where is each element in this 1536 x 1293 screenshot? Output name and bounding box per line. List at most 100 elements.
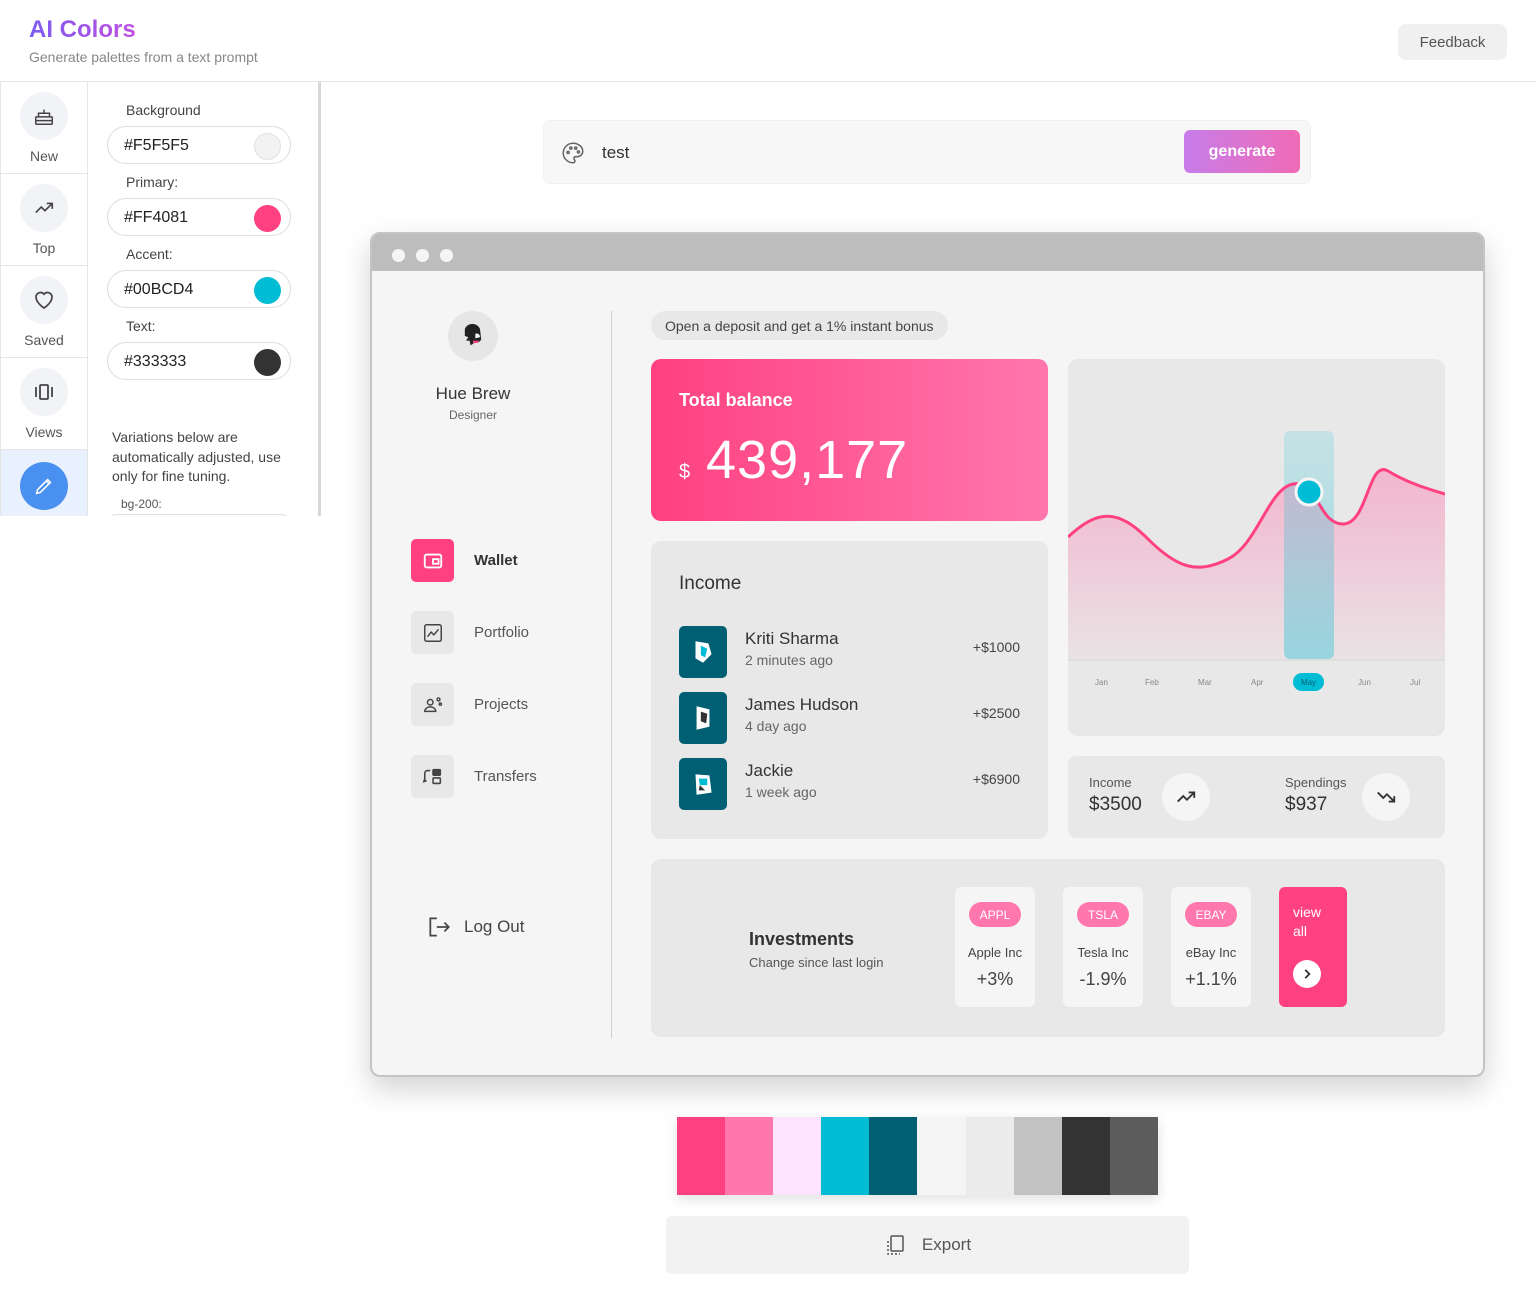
investments-title: Investments [749,929,855,949]
nav-item-views[interactable]: Views [1,358,87,450]
wave-chart [1068,431,1445,661]
stock-card[interactable]: APPL Apple Inc +3% [955,887,1035,1007]
logout-icon [429,917,450,937]
stock-change: -1.9% [1079,969,1127,989]
palette-swatch[interactable] [1013,1117,1062,1195]
nav-item-saved[interactable]: Saved [1,266,87,358]
income-row[interactable]: James Hudson 4 day ago +$2500 [679,692,1020,744]
primary-field[interactable]: #FF4081 [107,198,291,236]
app-subtitle: Generate palettes from a text prompt [29,49,258,65]
month-label: Mar [1198,678,1212,687]
income-card: Income Kriti Sharma 2 minutes ago +$1000… [651,541,1048,839]
view-all-button[interactable]: view all [1279,887,1347,1007]
nav-item-label: Views [25,424,63,440]
export-label: Export [921,1235,972,1254]
stock-card[interactable]: EBAY eBay Inc +1.1% [1171,887,1251,1007]
chevron-right-icon [1293,960,1321,988]
cake-icon [20,92,68,140]
income-time: 1 week ago [745,784,817,800]
accent-swatch[interactable] [254,277,281,304]
menu-item-label: Wallet [474,552,518,569]
palette-swatch[interactable] [965,1117,1014,1195]
nav-item-label: Saved [24,332,64,348]
prompt-input[interactable]: test [602,143,630,162]
income-name: Jackie [745,761,794,780]
income-stat-value: $3500 [1089,794,1142,815]
palette-icon [560,140,586,171]
primary-swatch[interactable] [254,205,281,232]
palette-swatch[interactable] [869,1117,918,1195]
palette-swatch[interactable] [725,1117,774,1195]
accent-field[interactable]: #00BCD4 [107,270,291,308]
palette-swatch[interactable] [773,1117,822,1195]
month-label: Jun [1358,678,1371,687]
chart-point[interactable] [1294,477,1324,507]
income-row[interactable]: Kriti Sharma 2 minutes ago +$1000 [679,626,1020,678]
nav-item-edit[interactable] [1,450,87,516]
generate-button[interactable]: generate [1184,130,1300,173]
export-button[interactable]: Export [666,1216,1189,1274]
income-title: Income [679,573,742,594]
nav-item-new[interactable]: New [1,82,87,174]
palette-swatch[interactable] [677,1117,726,1195]
investments-subtitle: Change since last login [749,955,884,970]
stock-change: +3% [976,969,1014,989]
bg200-field[interactable] [107,514,291,516]
background-value: #F5F5F5 [124,137,189,154]
spendings-stat-label: Spendings [1285,775,1347,790]
background-label: Background [126,102,201,118]
text-field[interactable]: #333333 [107,342,291,380]
month-label: Feb [1145,678,1159,687]
menu-item-label: Portfolio [474,624,530,641]
trending-up-icon[interactable] [1162,773,1210,821]
heart-icon [20,276,68,324]
feedback-button[interactable]: Feedback [1398,24,1507,60]
text-swatch[interactable] [254,349,281,376]
nav-item-top[interactable]: Top [1,174,87,266]
menu-item-projects[interactable]: Projects [411,683,528,726]
team-icon [411,683,454,726]
balance-card: Total balance $ 439,177 [651,359,1048,521]
palette-swatch[interactable] [821,1117,870,1195]
background-field[interactable]: #F5F5F5 [107,126,291,164]
palette-swatch[interactable] [1061,1117,1110,1195]
income-stat-label: Income [1089,775,1132,790]
menu-item-wallet[interactable]: Wallet [411,539,518,582]
nav-item-label: Top [32,240,56,256]
chart-area [1068,469,1445,659]
logout-button[interactable]: Log Out [426,914,525,940]
menu-item-transfers[interactable]: Transfers [411,755,537,798]
stats-card: Income $3500 Spendings $937 [1068,756,1445,838]
income-amount: +$2500 [972,705,1020,721]
balance-title: Total balance [679,390,793,410]
menu-item-portfolio[interactable]: Portfolio [411,611,529,654]
view-all-label: view all [1293,904,1322,939]
trending-down-icon[interactable] [1362,773,1410,821]
stock-ticker: TSLA [1077,902,1129,927]
app-header: AI Colors Generate palettes from a text … [0,0,1536,82]
trending-up-icon [20,184,68,232]
preview-window: Hue Brew Designer Wallet Portfolio Proje… [370,232,1485,1077]
promo-pill[interactable]: Open a deposit and get a 1% instant bonu… [651,311,948,340]
month-label-selected[interactable]: May [1293,673,1324,691]
stock-card[interactable]: TSLA Tesla Inc -1.9% [1063,887,1143,1007]
palette-swatch[interactable] [1109,1117,1158,1195]
text-value: #333333 [124,353,187,370]
income-time: 2 minutes ago [745,652,833,668]
export-icon [887,1235,904,1255]
investments-card: Investments Change since last login APPL… [651,859,1445,1037]
primary-value: #FF4081 [124,209,189,226]
stock-company: Apple Inc [967,945,1023,960]
prompt-bar: test generate [543,120,1311,184]
transfer-icon [411,755,454,798]
month-label: Jul [1410,678,1421,687]
income-row[interactable]: Jackie 1 week ago +$6900 [679,758,1020,810]
app-title: AI Colors [29,16,136,43]
primary-label: Primary: [126,174,179,190]
background-swatch[interactable] [254,133,281,160]
window-dot [440,249,453,262]
palette-swatch[interactable] [917,1117,966,1195]
window-titlebar [372,234,1483,271]
stock-company: eBay Inc [1185,945,1237,960]
sidebar-divider [611,311,612,1038]
